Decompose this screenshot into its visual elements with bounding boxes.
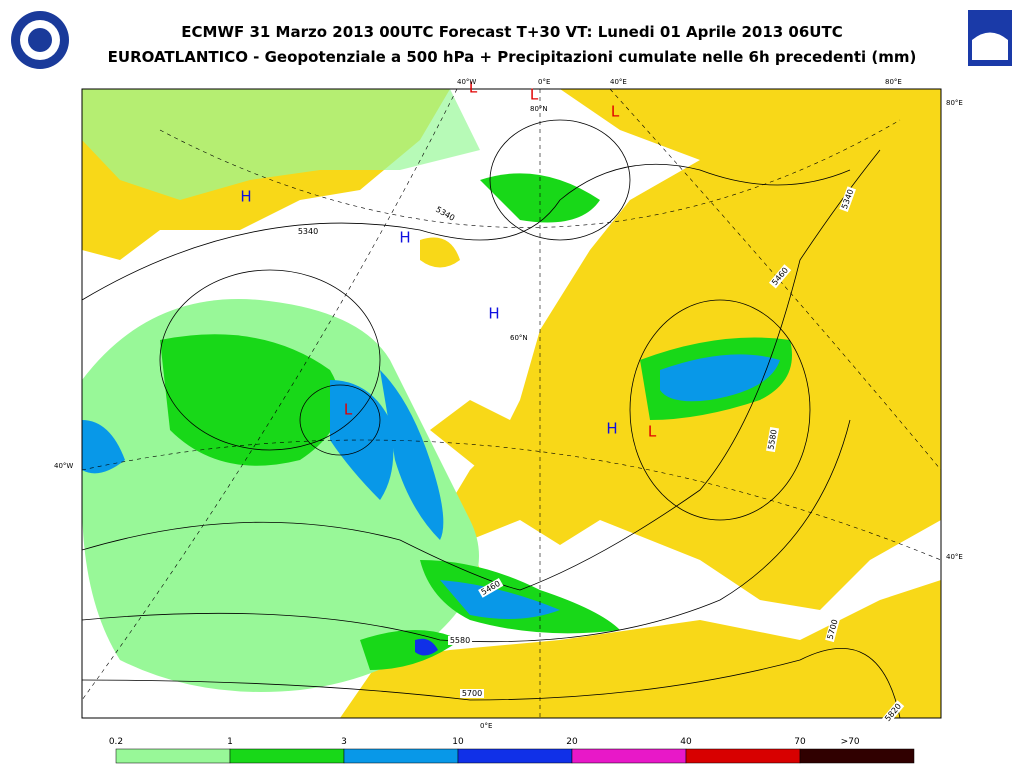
title: ECMWF 31 Marzo 2013 00UTC Forecast T+30 … [181,23,842,41]
contour-label-bg [460,689,484,698]
pressure-center: L [344,401,353,419]
contour-label-bg [478,577,504,598]
contour-label: 5580 [450,636,470,645]
map [82,89,941,718]
contour-label-bg [881,700,905,725]
legend: 0.2 1 3 10 20 40 70 >70 [109,737,915,764]
graticule-label: 40°E [946,553,963,561]
pressure-center: H [488,305,499,323]
graticule-label: 80°E [885,78,902,86]
legend-label: 40 [680,737,692,747]
contour-label: 5580 [766,429,778,451]
contour-label-bg [768,264,792,289]
legend-label: 3 [341,737,347,747]
graticule-label: 60°N [510,334,528,342]
contour-label-bg [432,203,458,224]
legend-label: 0.2 [109,737,123,747]
contour-label-bg [296,227,320,236]
subtitle: EUROATLANTICO - Geopotenziale a 500 hPa … [108,48,917,66]
contour-label-bg [825,616,841,643]
legend-swatch [799,748,915,764]
logo-right [968,10,1012,66]
graticule-label: 80°N [530,105,548,113]
graticule-label: 40°W [54,462,73,470]
contour-label: 5700 [462,689,482,698]
legend-swatch [457,748,573,764]
pressure-center: L [648,423,657,441]
graticule-label: 0°E [538,78,550,86]
legend-label: >70 [841,737,860,747]
legend-label: 10 [452,737,464,747]
pressure-center: H [240,188,251,206]
legend-swatch [229,748,345,764]
pressure-center: L [611,103,620,121]
pressure-center: H [606,420,617,438]
logo-left [11,11,69,69]
map-frame [81,88,942,719]
graticule-label: 40°W [457,78,476,86]
legend-swatch [571,748,687,764]
contour-label-bg [839,186,856,212]
legend-label: 20 [566,737,578,747]
pressure-center: H [399,229,410,247]
contour-label-bg [766,426,780,453]
legend-swatch [685,748,801,764]
pressure-center: L [469,79,478,97]
contour-label-bg [448,636,472,645]
graticule-label: 0°E [480,722,492,730]
legend-label: 1 [227,737,233,747]
contour-label: 5340 [298,227,318,236]
legend-swatch [343,748,459,764]
graticule-label: 40°E [610,78,627,86]
legend-swatch [115,748,231,764]
legend-label: 70 [794,737,806,747]
graticule-label: 80°E [946,99,963,107]
pressure-center: L [530,86,539,104]
